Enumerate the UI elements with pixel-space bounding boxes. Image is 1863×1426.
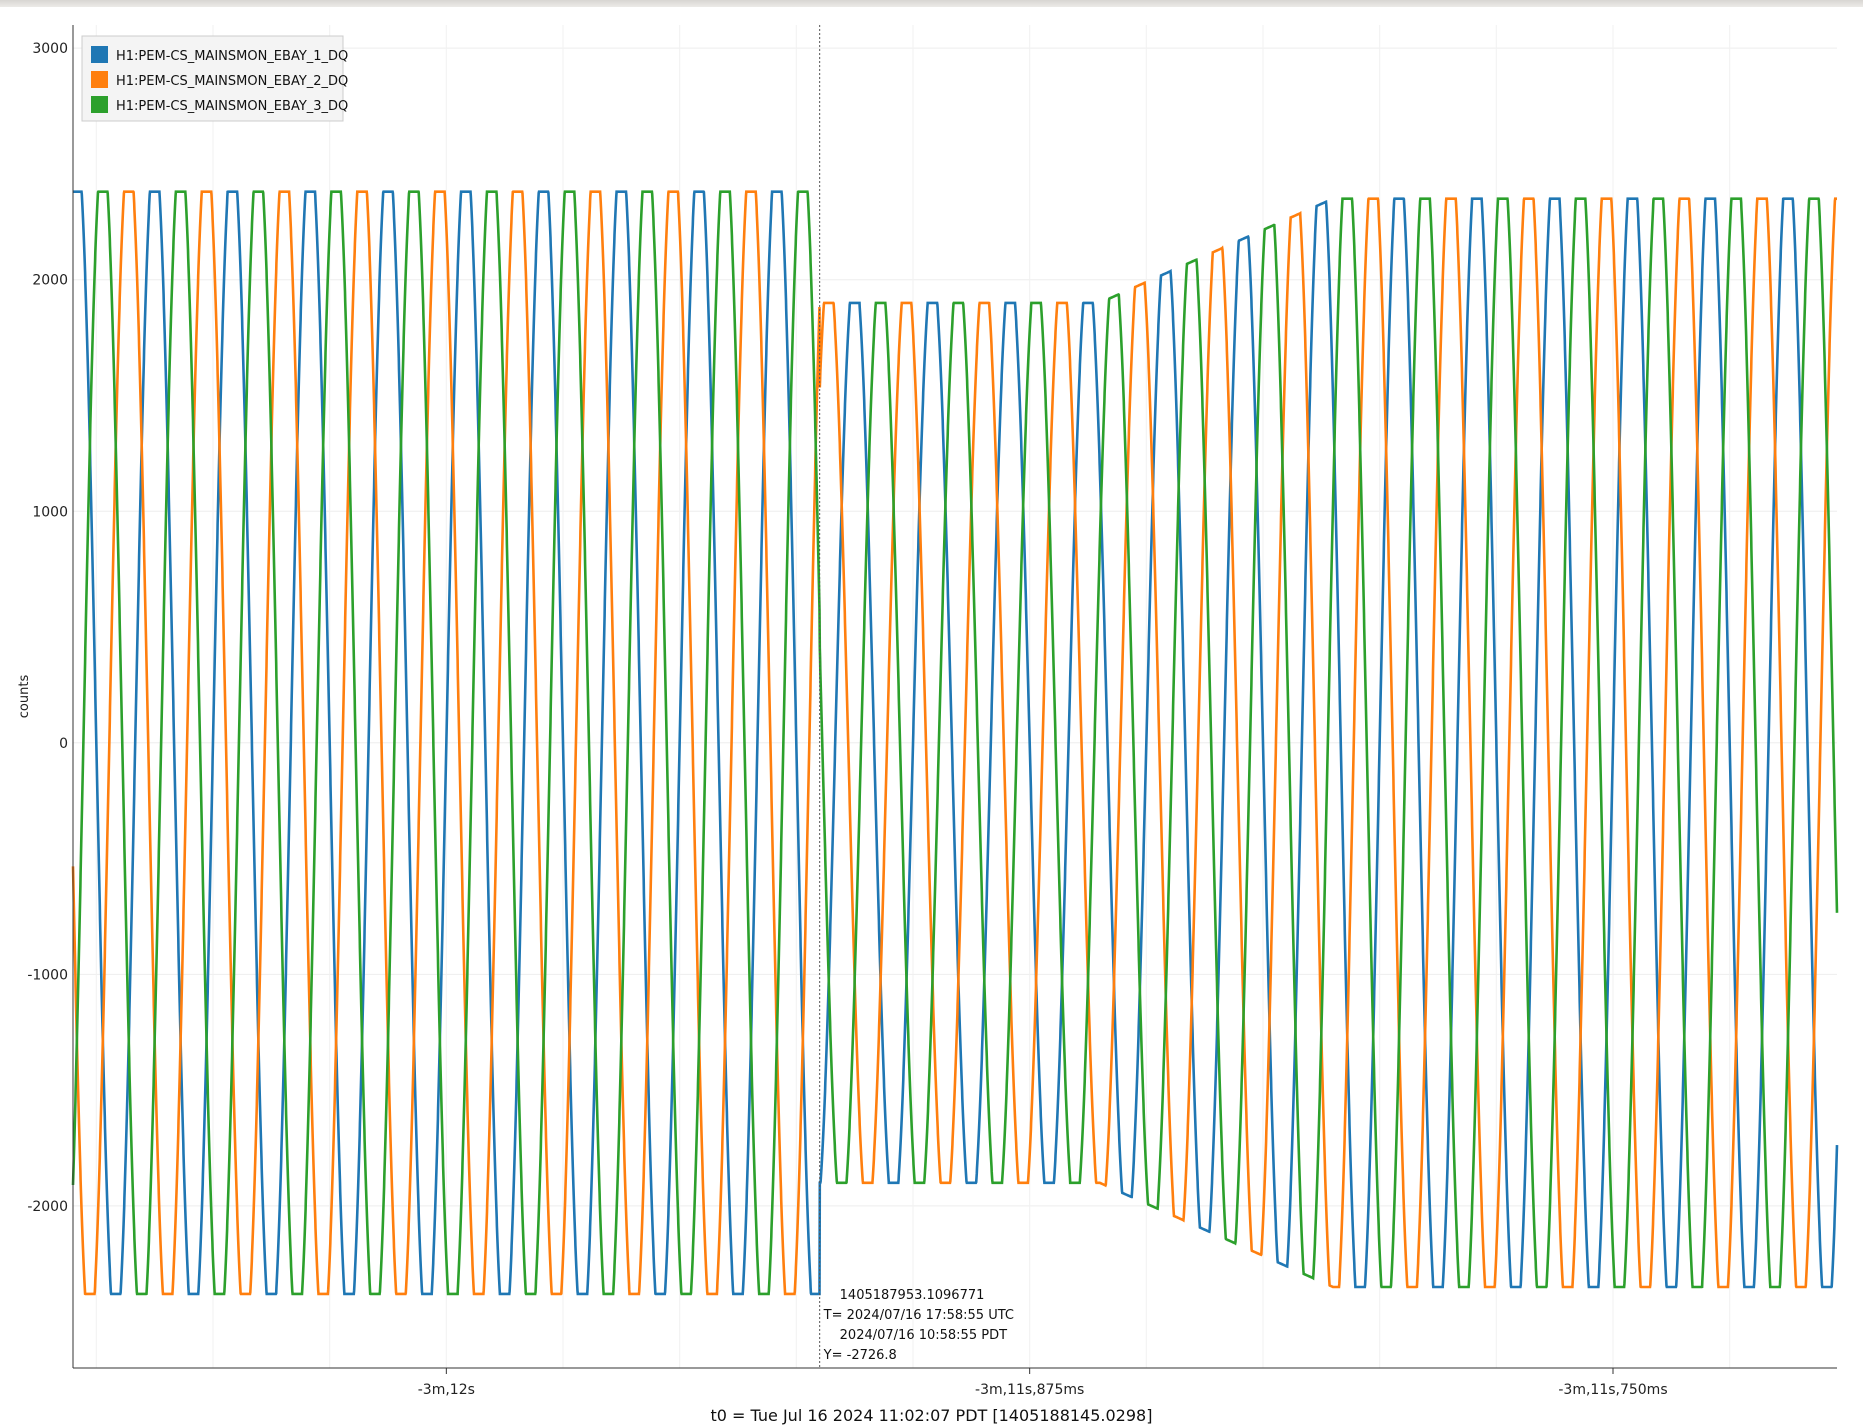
- y-axis-label: counts: [17, 675, 32, 719]
- cursor-gps-text: 1405187953.1096771: [840, 1288, 985, 1303]
- x-tick-label: -3m,12s: [418, 1382, 475, 1398]
- legend-entry-1: H1:PEM-CS_MAINSMON_EBAY_1_DQ: [116, 49, 348, 64]
- x-tick-label: -3m,11s,875ms: [975, 1382, 1084, 1398]
- x-tick-label: -3m,11s,750ms: [1558, 1382, 1667, 1398]
- legend-entry-2: H1:PEM-CS_MAINSMON_EBAY_2_DQ: [116, 74, 348, 89]
- legend-swatch-2: [91, 71, 108, 88]
- y-tick-label: -2000: [27, 1199, 68, 1215]
- plot-area[interactable]: [73, 25, 1837, 1368]
- legend-box: [81, 35, 344, 122]
- y-tick-label: 0: [59, 736, 68, 752]
- legend-entry-3: H1:PEM-CS_MAINSMON_EBAY_3_DQ: [116, 99, 348, 114]
- cursor-y-text: Y= -2726.8: [823, 1348, 897, 1363]
- y-tick-label: 1000: [32, 504, 68, 520]
- legend-swatch-3: [91, 96, 108, 113]
- cursor-local-text: 2024/07/16 10:58:55 PDT: [840, 1328, 1007, 1343]
- window-top-border: [0, 0, 1863, 7]
- y-tick-label: 3000: [32, 41, 68, 57]
- y-tick-label: -1000: [27, 967, 68, 983]
- series-traces: [71, 190, 1839, 1296]
- legend[interactable]: H1:PEM-CS_MAINSMON_EBAY_1_DQ H1:PEM-CS_MA…: [81, 35, 348, 122]
- series-line-2: [71, 190, 1837, 1296]
- x-tick-labels: -3m,12s -3m,11s,875ms -3m,11s,750ms: [418, 1368, 1668, 1398]
- axes: [72, 25, 1837, 1369]
- cursor-readout: 1405187953.1096771 T= 2024/07/16 17:58:5…: [823, 1288, 1014, 1363]
- y-tick-label: 2000: [32, 273, 68, 289]
- legend-swatch-1: [91, 46, 108, 63]
- series-line-3: [71, 190, 1839, 1296]
- footer-t0-label: t0 = Tue Jul 16 2024 11:02:07 PDT [14051…: [710, 1406, 1153, 1425]
- series-line-1: [73, 190, 1839, 1296]
- y-tick-labels: 3000 2000 1000 0 -1000 -2000: [27, 41, 68, 1215]
- cursor-utc-text: T= 2024/07/16 17:58:55 UTC: [823, 1308, 1014, 1323]
